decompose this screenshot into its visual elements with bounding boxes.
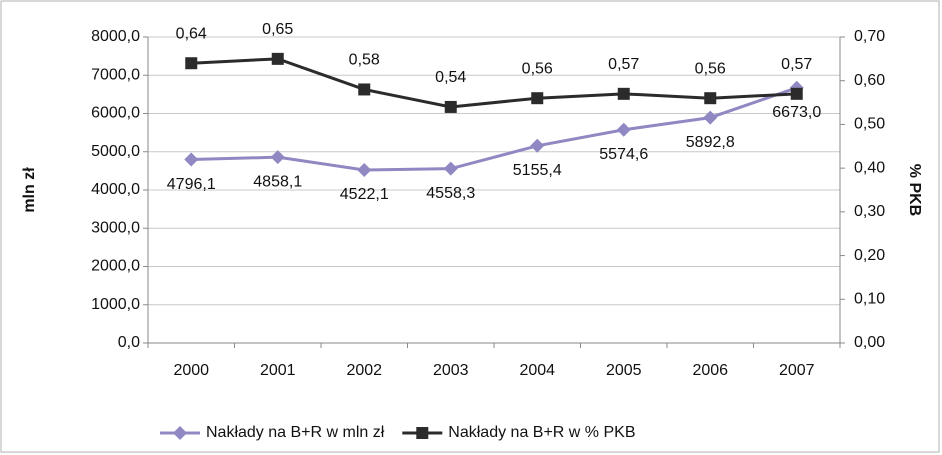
data-point [358, 83, 371, 96]
x-tick-label: 2006 [692, 362, 728, 379]
data-label: 0,56 [695, 60, 726, 77]
data-label: 0,54 [435, 69, 466, 86]
y-tick-label: 6000,0 [91, 105, 140, 122]
data-label: 5574,6 [599, 146, 648, 163]
data-point [185, 57, 198, 70]
data-label: 4796,1 [167, 176, 216, 193]
y-tick-label: 2000,0 [91, 258, 140, 275]
x-tick-label: 2007 [779, 362, 815, 379]
data-label: 6673,0 [772, 104, 821, 121]
data-label: 4858,1 [253, 173, 302, 190]
data-point [617, 87, 630, 100]
y2-tick-label: 0,40 [854, 159, 885, 176]
y2-tick-label: 0,60 [854, 72, 885, 89]
data-point [271, 52, 284, 65]
data-label: 0,57 [608, 56, 639, 73]
y-axis-label: mln zł [21, 167, 38, 213]
y2-tick-label: 0,70 [854, 28, 885, 45]
x-tick-label: 2005 [606, 362, 642, 379]
y-tick-label: 3000,0 [91, 219, 140, 236]
data-label: 0,57 [781, 56, 812, 73]
data-point [703, 110, 718, 125]
data-label: 5892,8 [686, 134, 735, 151]
y2-tick-label: 0,50 [854, 116, 885, 133]
legend-marker [173, 426, 187, 440]
series-line [191, 86, 798, 172]
data-point [444, 100, 457, 113]
y2-tick-label: 0,00 [854, 334, 885, 351]
data-point [184, 152, 199, 167]
x-tick-label: 2004 [519, 362, 555, 379]
x-tick-label: 2002 [346, 362, 382, 379]
x-tick-label: 2000 [173, 362, 209, 379]
data-point [357, 163, 372, 178]
y-tick-label: 5000,0 [91, 143, 140, 160]
data-label: 0,64 [176, 25, 207, 42]
y-tick-label: 4000,0 [91, 181, 140, 198]
data-label: 4558,3 [426, 185, 475, 202]
data-point [530, 138, 545, 153]
legend-label: Nakłady na B+R w % PKB [448, 424, 635, 441]
legend-label: Nakłady na B+R w mln zł [206, 424, 385, 441]
data-point [704, 92, 717, 105]
y2-axis-label: % PKB [906, 164, 923, 216]
data-point [790, 87, 803, 100]
x-tick-label: 2001 [260, 362, 296, 379]
y2-tick-label: 0,30 [854, 203, 885, 220]
data-label: 5155,4 [513, 162, 562, 179]
y-tick-label: 7000,0 [91, 66, 140, 83]
data-point [270, 150, 285, 165]
data-label: 4522,1 [340, 186, 389, 203]
data-label: 0,56 [522, 60, 553, 77]
data-point [443, 161, 458, 176]
data-point [616, 122, 631, 137]
y-tick-label: 8000,0 [91, 28, 140, 45]
series-line [191, 57, 797, 109]
data-label: 0,65 [262, 21, 293, 38]
x-tick-label: 2003 [433, 362, 469, 379]
y-tick-label: 1000,0 [91, 296, 140, 313]
y2-tick-label: 0,20 [854, 247, 885, 264]
data-label: 0,58 [349, 52, 380, 69]
data-point [531, 92, 544, 105]
legend-marker [416, 427, 429, 439]
y-tick-label: 0,0 [118, 334, 140, 351]
y2-tick-label: 0,10 [854, 291, 885, 308]
